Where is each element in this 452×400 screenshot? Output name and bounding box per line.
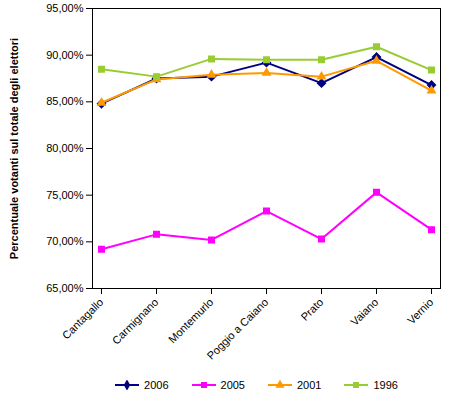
- svg-text:95,00%: 95,00%: [46, 2, 84, 14]
- svg-text:Cantagallo: Cantagallo: [60, 296, 106, 342]
- svg-text:65,00%: 65,00%: [46, 282, 84, 294]
- svg-text:Poggio a Caiano: Poggio a Caiano: [204, 296, 270, 362]
- html-text:2005: 2005: [220, 379, 245, 391]
- svg-text:Carmignano: Carmignano: [110, 296, 161, 347]
- svg-text:85,00%: 85,00%: [46, 95, 84, 107]
- html-text:2001: 2001: [297, 379, 322, 391]
- svg-text:Vaiano: Vaiano: [348, 296, 380, 328]
- html-text:2006: 2006: [144, 379, 169, 391]
- svg-text:90,00%: 90,00%: [46, 49, 84, 61]
- svg-text:80,00%: 80,00%: [46, 142, 84, 154]
- svg-text:75,00%: 75,00%: [46, 189, 84, 201]
- svg-text:70,00%: 70,00%: [46, 235, 84, 247]
- svg-text:Montemurlo: Montemurlo: [166, 296, 216, 346]
- svg-text:Percentuale votanti sul totale: Percentuale votanti sul totale degli ele…: [8, 38, 20, 259]
- svg-text:Vernio: Vernio: [405, 296, 436, 327]
- html-text:1996: 1996: [373, 379, 398, 391]
- svg-text:Prato: Prato: [298, 296, 325, 323]
